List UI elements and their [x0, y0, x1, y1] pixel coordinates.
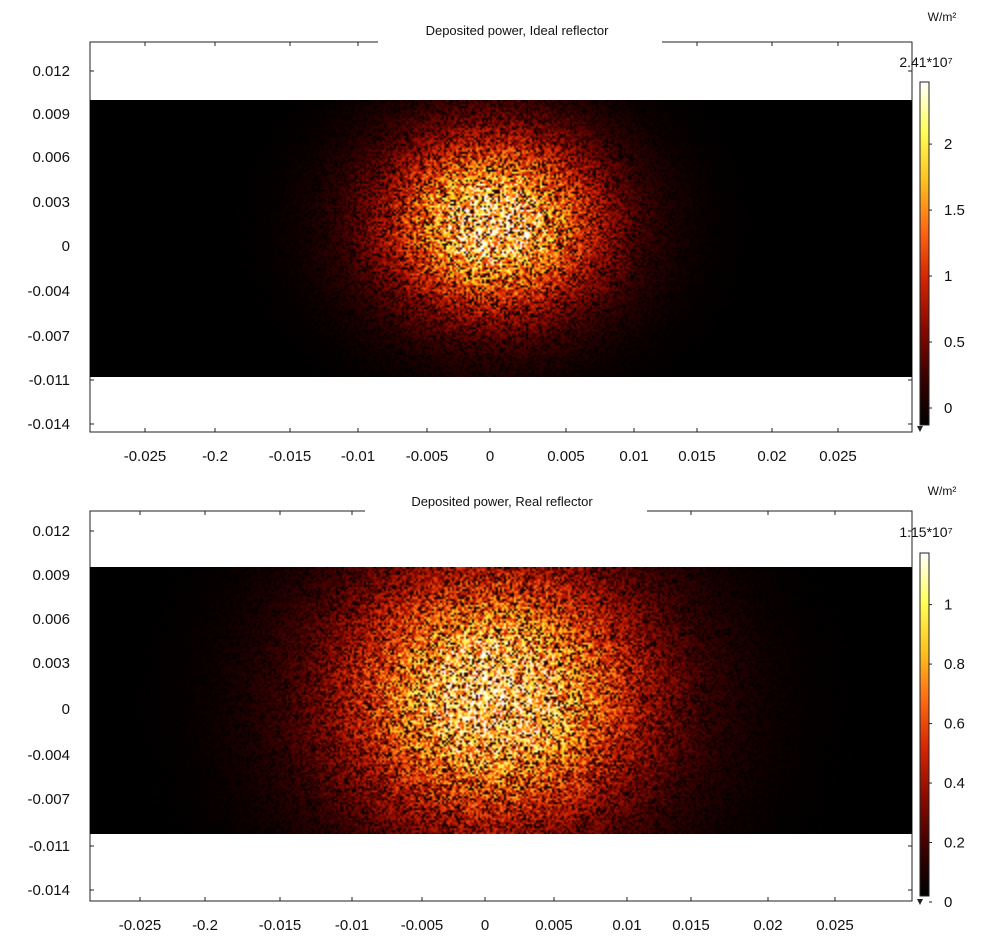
x-tick-label: -0.025: [124, 448, 167, 465]
y-axis-ticks: 0.012 0.009 0.006 0.003 0 -0.004 -0.007 -0.011 -…: [27, 523, 70, 899]
colorbar-tick-label: 1: [944, 597, 952, 614]
y-axis-ticks: 0.012 0.009 0.006 0.003 0 -0.004 -0.007 -0.011 -…: [27, 63, 70, 433]
colorbar-tick-label: 0.2: [944, 835, 965, 852]
heatmap-panel-real: Deposited power, Real reflector -0.025 -0…: [0, 469, 981, 938]
y-tick-label: 0.006: [32, 611, 70, 628]
y-tick-label: -0.014: [27, 416, 70, 433]
x-tick-label: -0.01: [335, 917, 369, 934]
y-tick-label: 0.009: [32, 106, 70, 123]
heatmap-chart-real: Deposited power, Real reflector -0.025 -0…: [27, 484, 965, 934]
y-tick-label: -0.004: [27, 283, 70, 300]
colorbar-tick-label: 0.8: [944, 656, 965, 673]
y-tick-label: 0.012: [32, 63, 70, 80]
y-tick-label: 0.009: [32, 567, 70, 584]
heatmap-panel-ideal: Deposited power, Ideal reflector -0.025-…: [27, 10, 965, 465]
colorbar-max-label: 2.41*10⁷: [899, 54, 952, 70]
x-tick-label: 0.02: [753, 917, 782, 934]
colorbar-tick-label: 1: [944, 268, 952, 285]
colorbar-tick-label: 2: [944, 136, 952, 153]
colorbar-unit-label: W/m²: [928, 10, 957, 24]
x-tick-label: -0.005: [406, 448, 449, 465]
x-tick-label: 0.015: [672, 917, 710, 934]
x-tick-label: 0.02: [757, 448, 786, 465]
x-tick-label: -0.01: [341, 448, 375, 465]
colorbar-tick-label: 0: [944, 894, 952, 911]
colorbar-tick-label: 0.6: [944, 716, 965, 733]
y-tick-label: 0.003: [32, 194, 70, 211]
y-tick-label: -0.004: [27, 747, 70, 764]
x-tick-label: -0.015: [269, 448, 312, 465]
y-tick-label: -0.011: [29, 838, 70, 855]
colorbar-tick-label: 1.5: [944, 202, 965, 219]
x-axis-ticks: -0.025 -0.2 -0.015 -0.01 -0.005 0 0.005 0.01 0.0…: [124, 448, 857, 465]
x-tick-label: 0: [481, 917, 489, 934]
x-tick-label: 0.005: [535, 917, 573, 934]
x-tick-label: 0.005: [547, 448, 585, 465]
colorbar-bottom-marker: [917, 426, 923, 432]
y-tick-label: 0.003: [32, 655, 70, 672]
y-tick-label: 0: [62, 701, 70, 718]
colorbar: [919, 81, 930, 426]
x-tick-label: -0.005: [401, 917, 444, 934]
x-tick-label: -0.015: [259, 917, 302, 934]
colorbar-tick-label: 0: [944, 400, 952, 417]
y-tick-label: -0.007: [27, 791, 70, 808]
y-tick-label: 0.012: [32, 523, 70, 540]
colorbar-ticks: 0 0.5 1 1.5 2: [929, 136, 965, 417]
title-background: [365, 499, 647, 525]
x-tick-label: 0.025: [819, 448, 857, 465]
colorbar: [919, 552, 930, 897]
colorbar-ticks: 0 0.2 0.4 0.6 0.8 1: [929, 597, 965, 911]
colorbar-bottom-marker: [917, 899, 923, 905]
title-background: [378, 30, 662, 56]
x-tick-label: -0.2: [192, 917, 218, 934]
colorbar-unit-label: W/m²: [928, 484, 957, 498]
colorbar-tick-label: 0.4: [944, 775, 965, 792]
x-axis-ticks: -0.025 -0.2 -0.015 -0.01 -0.005 0 0.005 0.01 0.0…: [119, 917, 854, 934]
chart-title: Deposited power, Ideal reflector: [426, 23, 609, 38]
chart-title: Deposited power, Real reflector: [411, 494, 593, 509]
x-tick-label: 0: [486, 448, 494, 465]
x-tick-label: -0.2: [202, 448, 228, 465]
x-tick-label: 0.015: [678, 448, 716, 465]
heatmap-image: [90, 100, 912, 377]
y-tick-label: 0.006: [32, 149, 70, 166]
y-tick-label: -0.007: [27, 328, 70, 345]
y-tick-label: -0.011: [29, 372, 70, 389]
x-tick-label: 0.01: [619, 448, 648, 465]
colorbar-max-label: 1.15*10⁷: [899, 524, 952, 540]
colorbar-tick-label: 0.5: [944, 334, 965, 351]
heatmap-chart-ideal: Deposited power, Ideal reflector -0.025-…: [27, 10, 965, 465]
x-tick-label: 0.01: [612, 917, 641, 934]
x-tick-label: 0.025: [816, 917, 854, 934]
y-tick-label: -0.014: [27, 882, 70, 899]
y-tick-label: 0: [62, 238, 70, 255]
heatmap-image: [90, 567, 912, 834]
x-tick-label: -0.025: [119, 917, 162, 934]
